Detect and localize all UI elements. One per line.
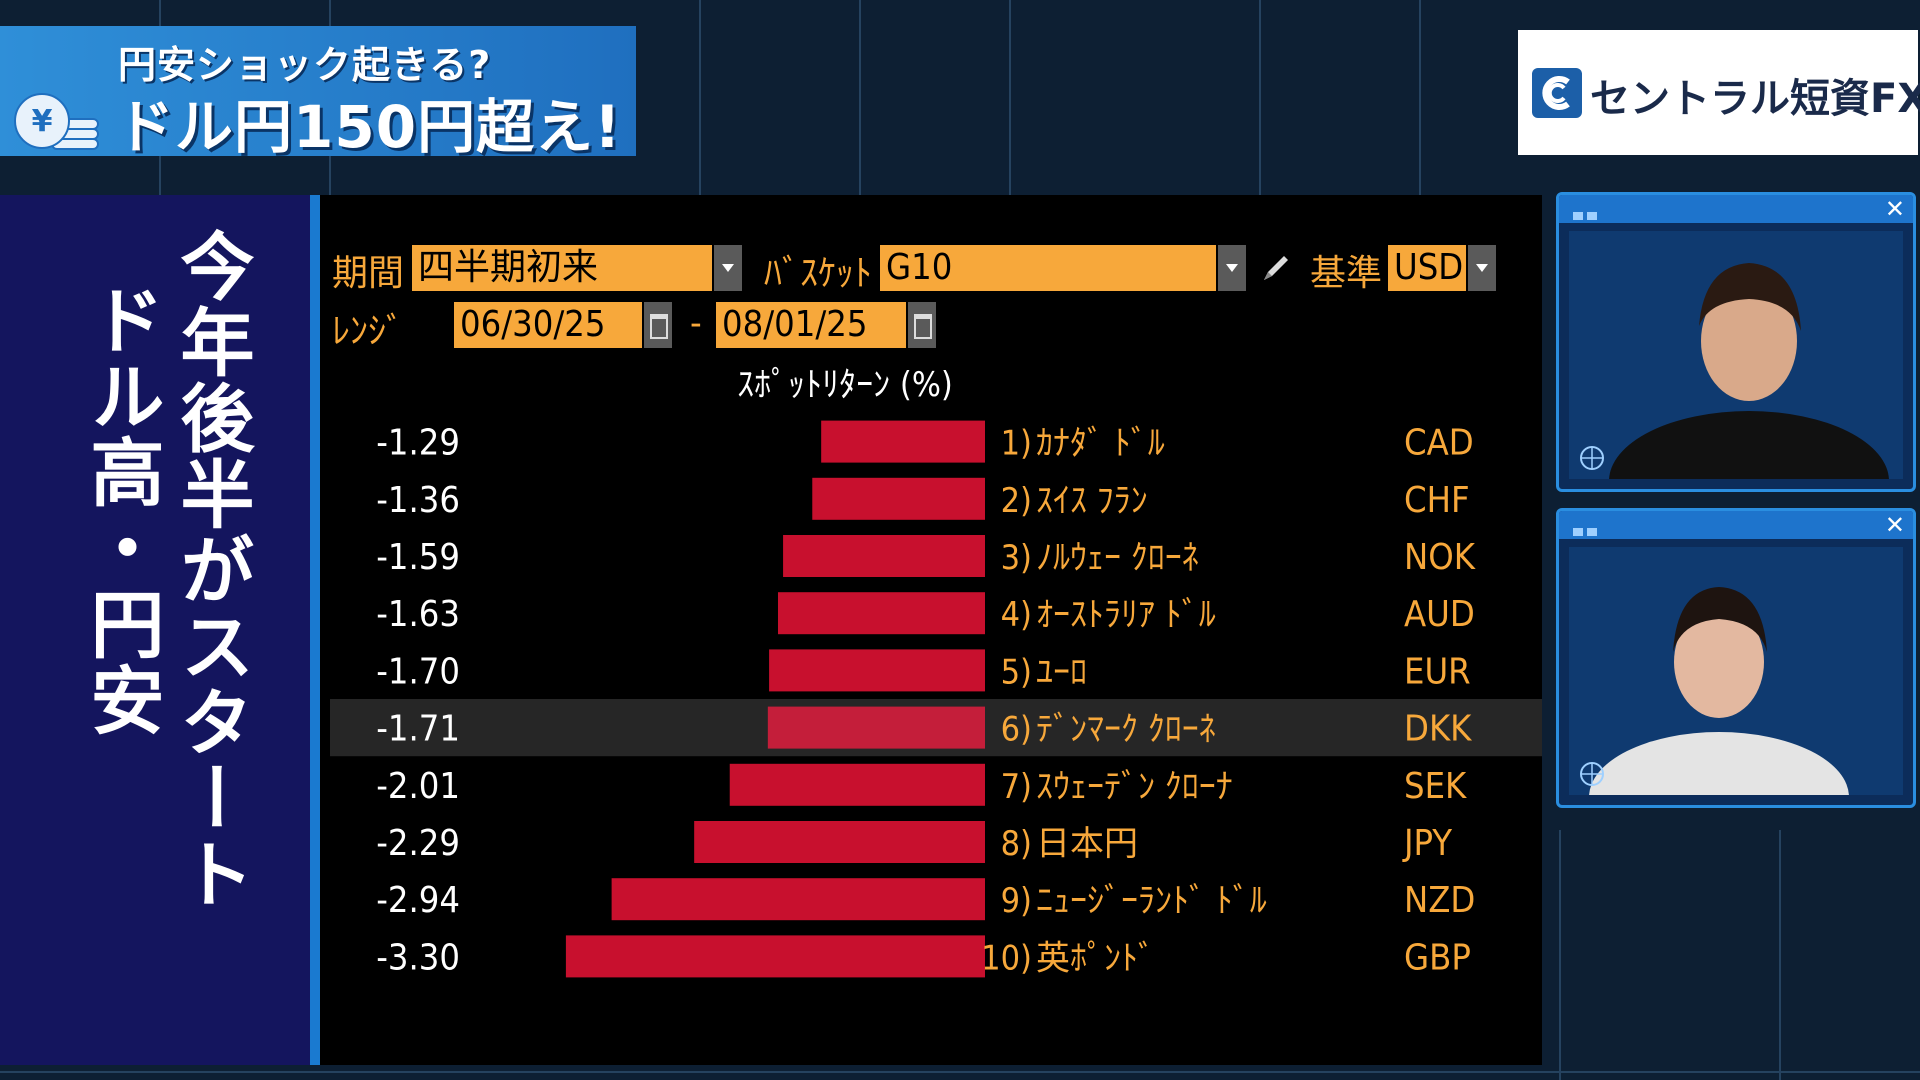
bar (565, 935, 985, 978)
video-tile-bar: ✕ (1559, 195, 1913, 223)
currency-name: ﾃﾞﾝﾏｰｸ ｸﾛｰﾈ (1036, 710, 1216, 750)
bar (821, 420, 985, 463)
side-title-line1: 今年後半がスタート (168, 228, 254, 912)
yen-coin-icon: ¥ (14, 93, 99, 150)
participant-video (1569, 231, 1903, 489)
currency-code: CHF (1404, 480, 1470, 521)
currency-name: 日本円 (1036, 824, 1138, 864)
bar (694, 821, 985, 863)
central-tanshi-logo-icon (1532, 68, 1582, 118)
value-label: -2.29 (376, 823, 460, 864)
rank-label: 6) (1001, 710, 1032, 750)
currency-code: NZD (1404, 880, 1475, 921)
window-dots-icon (1573, 521, 1601, 536)
range-start-field[interactable]: 06/30/25 (454, 302, 642, 348)
value-label: -1.29 (376, 423, 460, 464)
participant-video (1569, 547, 1903, 805)
window-dots-icon (1573, 205, 1601, 220)
range-separator: - (690, 303, 702, 344)
rank-label: 7) (1001, 767, 1032, 807)
base-currency-select[interactable]: USD (1388, 245, 1466, 291)
value-label: -1.71 (376, 709, 460, 750)
currency-name: ｽｲｽ ﾌﾗﾝ (1036, 481, 1148, 521)
pencil-icon[interactable] (1260, 250, 1294, 284)
video-tile-bar: ✕ (1559, 511, 1913, 539)
banner-subtitle: 円安ショック起きる? (118, 43, 492, 87)
value-label: -1.70 (376, 651, 460, 692)
globe-icon (1580, 762, 1604, 786)
period-select[interactable]: 四半期初来 (412, 245, 712, 291)
spot-return-bar-chart: -1.29 1) ｶﾅﾀﾞ ﾄﾞﾙ CAD -1.36 2) ｽｲｽ ﾌﾗﾝ CHF -1.59… (330, 420, 1542, 978)
bar (783, 535, 985, 577)
currency-code: AUD (1404, 594, 1475, 635)
calendar-icon[interactable] (908, 302, 936, 348)
rank-label: 1) (1001, 424, 1032, 464)
rank-label: 9) (1001, 881, 1032, 921)
svg-text:¥: ¥ (32, 104, 53, 139)
basket-label: ﾊﾞｽｹｯﾄ (764, 253, 872, 294)
range-end-field[interactable]: 08/01/25 (716, 302, 906, 348)
headline-banner: ¥ 円安ショック起きる? ドル円150円超え! (0, 26, 636, 161)
side-title-panel (0, 195, 310, 1065)
bar (611, 878, 985, 921)
video-tile-2: ✕ (1556, 508, 1916, 808)
bar (812, 477, 985, 520)
rank-label: 4) (1001, 595, 1032, 635)
company-logo: セントラル短資FX (1518, 30, 1920, 155)
calendar-icon[interactable] (644, 302, 672, 348)
basket-dropdown-icon[interactable] (1218, 245, 1246, 291)
bloomberg-terminal: 期間 四半期初来 ﾊﾞｽｹｯﾄ G10 基準 USD ﾚﾝｼﾞ 06/30/25… (320, 195, 1542, 1065)
value-label: -1.63 (376, 594, 460, 635)
rank-label: 3) (1001, 538, 1032, 578)
value-label: -2.01 (376, 766, 460, 807)
currency-code: SEK (1404, 766, 1467, 807)
currency-code: EUR (1404, 651, 1471, 692)
rank-label: 2) (1001, 481, 1032, 521)
currency-code: GBP (1404, 937, 1471, 978)
basket-select[interactable]: G10 (880, 245, 1216, 291)
banner-title: ドル円150円超え! (116, 93, 622, 161)
currency-name: ﾕｰﾛ (1036, 652, 1087, 692)
value-label: -1.59 (376, 537, 460, 578)
value-label: -2.94 (376, 880, 460, 921)
currency-code: NOK (1404, 537, 1476, 578)
close-icon[interactable]: ✕ (1884, 195, 1905, 223)
currency-name: ｵｰｽﾄﾗﾘｱ ﾄﾞﾙ (1036, 595, 1216, 635)
chart-title: ｽﾎﾟｯﾄﾘﾀｰﾝ (%) (737, 365, 953, 405)
person-silhouette-icon (1589, 587, 1849, 805)
currency-name: ﾉﾙｳｪｰ ｸﾛｰﾈ (1036, 538, 1199, 578)
logo-text: セントラル短資FX (1590, 76, 1920, 122)
rank-label: 10) (981, 938, 1032, 978)
range-label: ﾚﾝｼﾞ (332, 311, 404, 352)
value-label: -3.30 (376, 937, 460, 978)
currency-code: DKK (1404, 709, 1472, 750)
person-silhouette-icon (1609, 263, 1889, 489)
globe-icon (1580, 446, 1604, 470)
bar (769, 649, 985, 692)
value-label: -1.36 (376, 480, 460, 521)
period-dropdown-icon[interactable] (714, 245, 742, 291)
side-panel-edge (310, 195, 320, 1065)
close-icon[interactable]: ✕ (1884, 511, 1905, 539)
side-title-line2: ドル高・円安 (78, 282, 164, 738)
currency-code: CAD (1404, 423, 1474, 464)
currency-code: JPY (1402, 823, 1452, 864)
rank-label: 5) (1001, 652, 1032, 692)
bar (777, 592, 985, 635)
period-label: 期間 (332, 253, 405, 294)
rank-label: 8) (1001, 824, 1032, 864)
video-tile-1: ✕ (1556, 192, 1916, 492)
currency-name: ｽｳｪｰﾃﾞﾝ ｸﾛｰﾅ (1036, 767, 1233, 807)
currency-name: 英ﾎﾟﾝﾄﾞ (1036, 938, 1155, 978)
base-dropdown-icon[interactable] (1468, 245, 1496, 291)
currency-name: ﾆｭｰｼﾞｰﾗﾝﾄﾞ ﾄﾞﾙ (1036, 881, 1267, 921)
bar (729, 763, 985, 806)
base-label: 基準 (1310, 253, 1383, 294)
currency-name: ｶﾅﾀﾞ ﾄﾞﾙ (1036, 424, 1165, 464)
bar (767, 706, 985, 749)
